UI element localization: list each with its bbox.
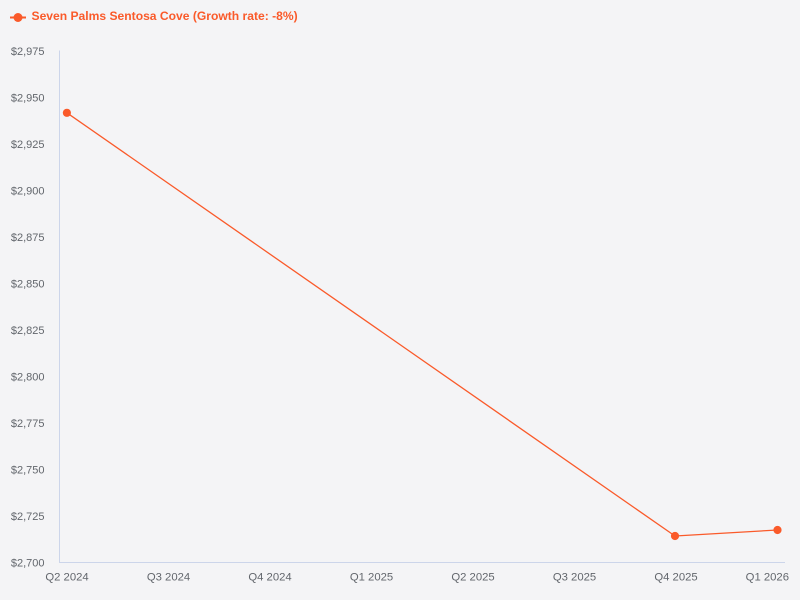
svg-text:$2,700: $2,700 <box>11 557 45 569</box>
svg-text:$2,775: $2,775 <box>11 418 45 430</box>
svg-text:$2,800: $2,800 <box>11 371 45 383</box>
svg-text:Q1 2025: Q1 2025 <box>350 572 393 584</box>
svg-text:$2,925: $2,925 <box>11 139 45 151</box>
svg-text:Q4 2025: Q4 2025 <box>654 572 697 584</box>
svg-text:Q1 2026: Q1 2026 <box>746 572 789 584</box>
svg-text:$2,875: $2,875 <box>11 232 45 244</box>
svg-text:Q3 2024: Q3 2024 <box>147 572 190 584</box>
svg-text:$2,950: $2,950 <box>11 92 45 104</box>
svg-text:$2,900: $2,900 <box>11 185 45 197</box>
svg-text:$2,975: $2,975 <box>11 46 45 58</box>
svg-text:$2,725: $2,725 <box>11 511 45 523</box>
svg-text:Q3 2025: Q3 2025 <box>553 572 596 584</box>
svg-text:$2,750: $2,750 <box>11 464 45 476</box>
svg-text:Q2 2025: Q2 2025 <box>451 572 494 584</box>
svg-text:$2,825: $2,825 <box>11 325 45 337</box>
svg-text:Seven Palms Sentosa Cove (Grow: Seven Palms Sentosa Cove (Growth rate: -… <box>32 9 298 23</box>
svg-text:$2,850: $2,850 <box>11 278 45 290</box>
svg-text:Q2 2024: Q2 2024 <box>45 572 88 584</box>
svg-text:Q4 2024: Q4 2024 <box>248 572 291 584</box>
